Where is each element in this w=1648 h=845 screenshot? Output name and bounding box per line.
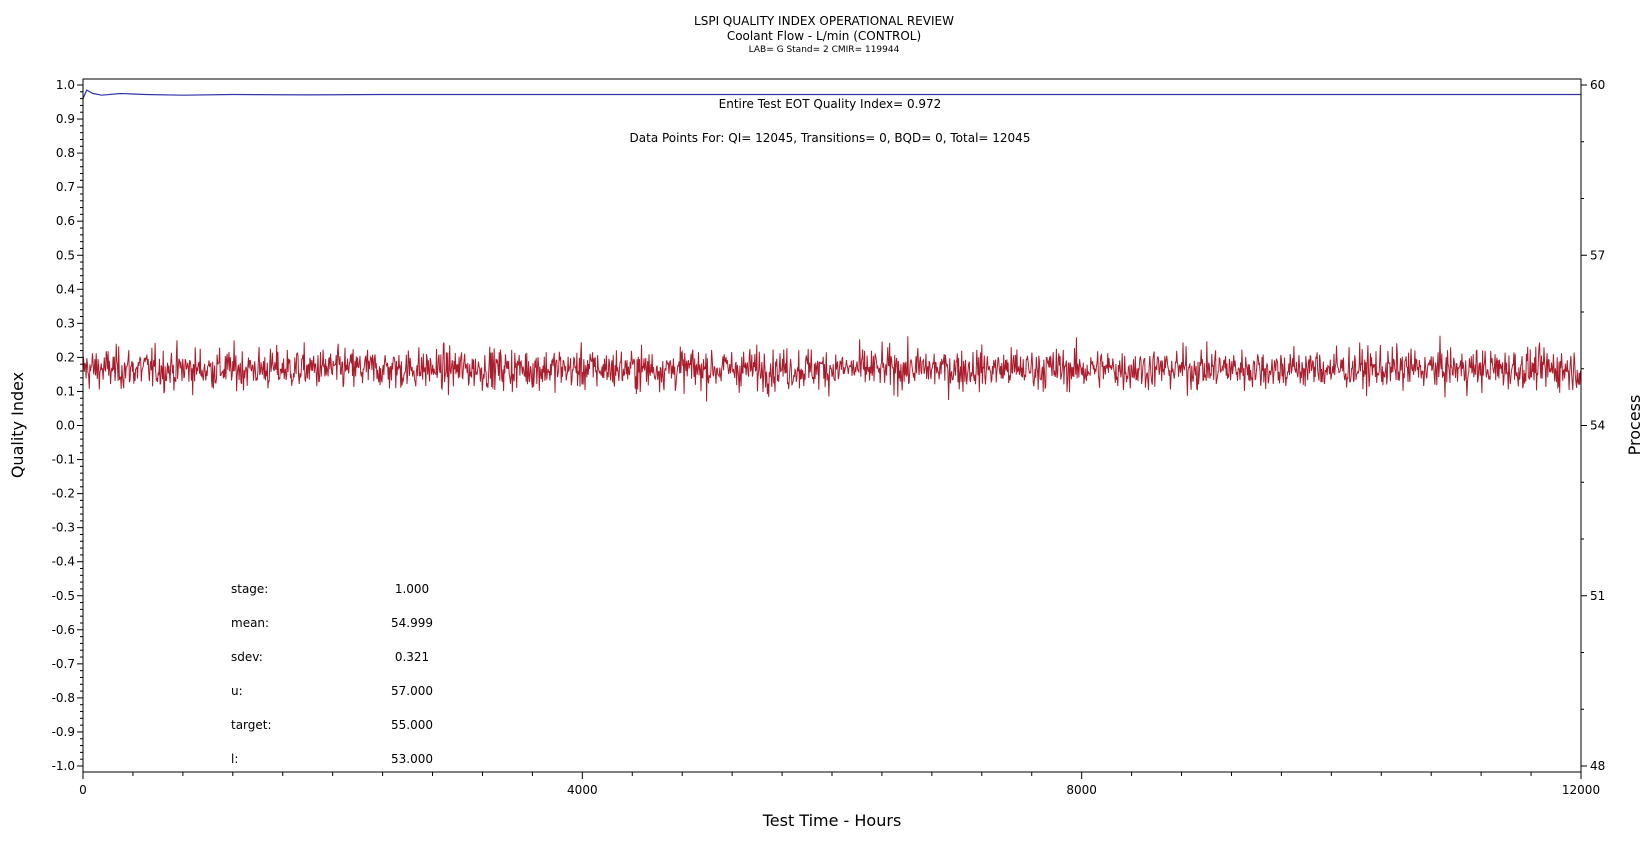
stat-label: stage:	[231, 582, 268, 596]
stat-value: 53.000	[391, 752, 433, 766]
stat-label: mean:	[231, 616, 269, 630]
annotation-data-points: Data Points For: QI= 12045, Transitions=…	[630, 131, 1031, 145]
y-tick-label: -1.0	[52, 759, 75, 773]
y-tick-label: -0.1	[52, 453, 75, 467]
y-tick-label: -0.5	[52, 589, 75, 603]
stat-label: sdev:	[231, 650, 263, 664]
y-tick-label: 0.1	[56, 384, 75, 398]
y-tick-label: 0.9	[56, 112, 75, 126]
y2-tick-label: 51	[1590, 589, 1605, 603]
series-process-line	[82, 335, 1582, 402]
stat-value: 57.000	[391, 684, 433, 698]
y-tick-label: 0.6	[56, 214, 75, 228]
y-tick-label: 0.4	[56, 282, 75, 296]
y-tick-label: -0.3	[52, 521, 75, 535]
stat-label: l:	[231, 752, 238, 766]
ticks-layer: 1.0 0.9 0.8 0.7 0.6 0.5 0.4 0.3 0.2 0.1 0.0 -0.1 -0.…	[52, 78, 1606, 797]
stat-value: 55.000	[391, 718, 433, 732]
y-tick-label: 0.8	[56, 146, 75, 160]
y-tick-label: -0.4	[52, 555, 75, 569]
y-tick-label: 0.0	[56, 419, 75, 433]
y-tick-label: 0.3	[56, 316, 75, 330]
y-axis-label: Quality Index	[8, 372, 27, 478]
chart-subtitle-2: LAB= G Stand= 2 CMIR= 119944	[749, 45, 900, 55]
y-tick-label: 0.5	[56, 248, 75, 262]
stat-label: u:	[231, 684, 243, 698]
y2-axis-label: Process	[1625, 395, 1644, 456]
series-quality-index-line	[82, 89, 1581, 99]
stats-layer: stage: 1.000 mean: 54.999 sdev: 0.321 u: 57.000…	[231, 582, 433, 766]
x-tick-label: 12000	[1562, 783, 1600, 797]
y2-tick-label: 54	[1590, 419, 1605, 433]
stat-value: 1.000	[395, 582, 429, 596]
x-tick-label: 4000	[567, 783, 598, 797]
stat-value: 54.999	[391, 616, 433, 630]
y-tick-label: 1.0	[56, 78, 75, 92]
plot-frame	[82, 78, 1582, 773]
annotation-eot-quality-index: Entire Test EOT Quality Index= 0.972	[719, 97, 942, 111]
y-tick-label: -0.8	[52, 691, 75, 705]
y-tick-label: -0.6	[52, 623, 75, 637]
chart-subtitle: Coolant Flow - L/min (CONTROL)	[727, 29, 921, 43]
stat-label: target:	[231, 718, 272, 732]
series-layer	[82, 89, 1582, 402]
stat-value: 0.321	[395, 650, 429, 664]
y-tick-label: 0.7	[56, 180, 75, 194]
x-axis-label: Test Time - Hours	[762, 811, 902, 830]
y-tick-label: -0.7	[52, 657, 75, 671]
y-tick-label: 0.2	[56, 350, 75, 364]
x-tick-label: 8000	[1066, 783, 1097, 797]
y2-tick-label: 57	[1590, 248, 1605, 262]
chart-title: LSPI QUALITY INDEX OPERATIONAL REVIEW	[694, 14, 954, 28]
y2-tick-label: 48	[1590, 759, 1605, 773]
y-tick-label: -0.2	[52, 487, 75, 501]
y-tick-label: -0.9	[52, 725, 75, 739]
y2-tick-label: 60	[1590, 78, 1605, 92]
x-tick-label: 0	[79, 783, 87, 797]
